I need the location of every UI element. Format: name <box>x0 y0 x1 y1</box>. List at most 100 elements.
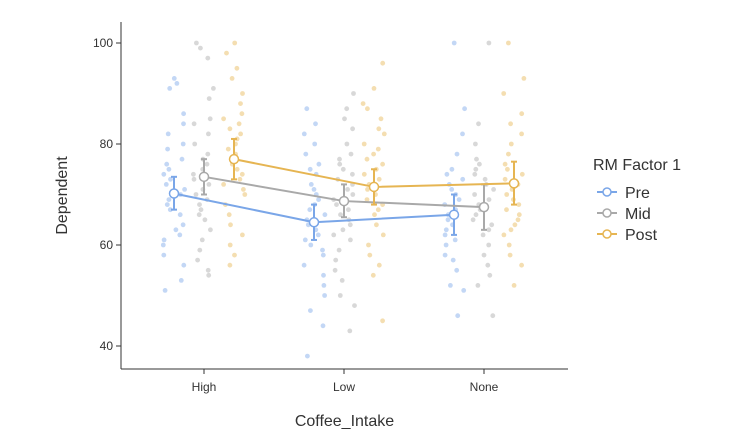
raw-point <box>336 247 342 253</box>
raw-point <box>364 197 370 203</box>
raw-point <box>449 166 455 172</box>
raw-point <box>521 76 527 81</box>
mean-point <box>478 201 490 213</box>
raw-point <box>481 252 487 258</box>
raw-point <box>313 121 318 127</box>
raw-point <box>473 212 479 218</box>
raw-point <box>307 166 313 172</box>
raw-point <box>234 166 240 172</box>
raw-point <box>489 222 495 228</box>
raw-point <box>205 55 211 61</box>
raw-point <box>462 106 467 112</box>
raw-point <box>346 207 351 213</box>
raw-point <box>501 91 507 96</box>
raw-point <box>238 101 243 106</box>
raw-point <box>164 202 170 208</box>
y-tick-label: 80 <box>100 137 114 151</box>
raw-point <box>180 141 186 147</box>
raw-point <box>365 187 370 192</box>
x-tick-label: None <box>470 380 499 394</box>
raw-point <box>322 293 327 298</box>
raw-point <box>352 303 357 308</box>
raw-point <box>198 45 203 51</box>
raw-point <box>485 262 491 268</box>
raw-point <box>316 161 322 167</box>
mean-point <box>508 178 520 189</box>
raw-point <box>370 272 376 278</box>
raw-point <box>372 212 377 218</box>
raw-point <box>442 232 448 238</box>
legend-title: RM Factor 1 <box>593 157 681 174</box>
raw-point <box>161 171 167 177</box>
raw-point <box>206 96 212 101</box>
raw-point <box>179 156 185 162</box>
raw-point <box>205 267 211 273</box>
raw-point <box>378 116 384 122</box>
raw-point <box>337 161 343 167</box>
raw-point <box>450 257 456 263</box>
raw-point <box>227 242 233 248</box>
mean-point <box>198 171 210 183</box>
legend-item-mid: Mid <box>597 206 651 223</box>
legend-swatch-point <box>602 208 612 218</box>
legend-label: Pre <box>625 185 650 202</box>
mean-point <box>338 195 350 207</box>
raw-point <box>191 176 197 182</box>
raw-point <box>221 116 227 122</box>
raw-point <box>193 192 199 197</box>
raw-point <box>508 121 513 127</box>
raw-point <box>490 313 496 319</box>
raw-point <box>206 272 212 278</box>
raw-point <box>502 161 508 167</box>
raw-point <box>486 40 492 46</box>
raw-point <box>448 283 453 288</box>
raw-point <box>365 106 370 112</box>
raw-point <box>512 222 518 228</box>
raw-point <box>320 323 326 329</box>
raw-point <box>460 131 465 137</box>
raw-point <box>367 252 373 258</box>
raw-point <box>211 86 216 91</box>
raw-point <box>452 237 458 243</box>
raw-point <box>239 111 245 117</box>
raw-point <box>348 151 354 157</box>
raw-point <box>375 207 381 213</box>
raw-point <box>181 121 186 127</box>
raw-point <box>504 207 509 213</box>
raw-point <box>486 242 492 248</box>
raw-point <box>165 131 171 137</box>
raw-point <box>161 252 167 258</box>
raw-point <box>226 212 232 218</box>
raw-point <box>308 242 314 248</box>
raw-point <box>181 111 187 117</box>
raw-point <box>236 121 242 127</box>
raw-point <box>460 176 466 182</box>
raw-point <box>303 151 309 157</box>
raw-point <box>519 262 524 268</box>
raw-point <box>376 176 382 182</box>
y-ticks: 40 60 80 100 <box>93 36 121 353</box>
raw-point <box>307 207 313 213</box>
raw-point <box>506 40 511 46</box>
series-pre <box>168 175 460 241</box>
raw-point <box>301 262 307 268</box>
raw-point <box>232 40 238 46</box>
raw-point <box>228 222 233 228</box>
raw-point <box>331 232 337 238</box>
raw-point <box>173 227 179 233</box>
raw-point <box>225 146 231 152</box>
raw-point <box>364 156 370 162</box>
raw-point <box>375 146 381 152</box>
raw-point <box>312 141 318 147</box>
raw-point <box>473 141 478 147</box>
raw-point <box>334 202 339 208</box>
raw-point <box>371 86 377 91</box>
raw-point <box>167 207 173 213</box>
raw-point <box>205 151 211 157</box>
raw-point <box>340 166 346 172</box>
raw-point <box>165 146 171 152</box>
raw-point <box>241 187 246 192</box>
raw-point <box>474 156 479 162</box>
raw-point <box>171 76 177 81</box>
raw-point <box>162 288 168 293</box>
